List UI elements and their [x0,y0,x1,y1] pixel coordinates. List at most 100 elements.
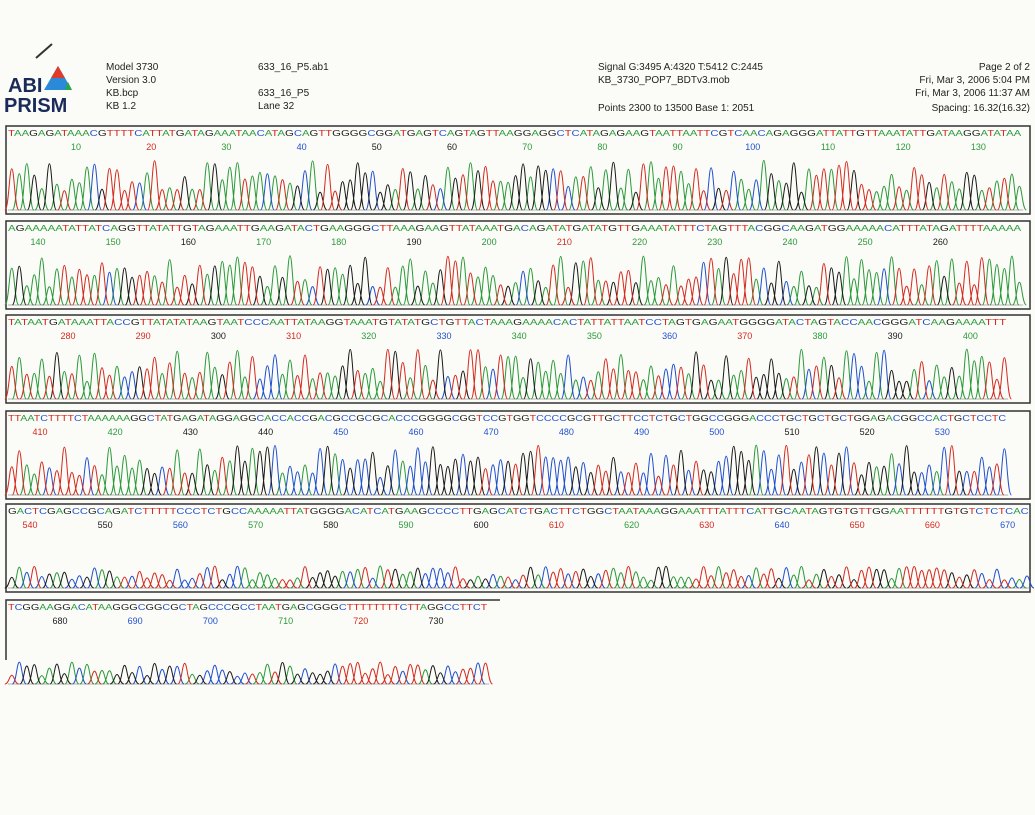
base-position: 350 [587,331,602,341]
base-position: 320 [361,331,376,341]
base-position: 260 [933,237,948,247]
panel: T TA A T C T T T T C TA A A A A A G G C TA T G A G A TA G G A G G C A C C A… [4,410,1031,500]
file-name: 633_16_P5.ab1 [258,62,329,73]
base-position: 220 [632,237,647,247]
panel-frame [5,503,1031,593]
base-position: 630 [699,520,714,530]
base-position: 500 [709,427,724,437]
logo-triangle-top [51,66,65,78]
logo-prism: PRISM [4,95,67,117]
base-position: 670 [1000,520,1015,530]
page-number: Page 2 of 2 [979,62,1031,73]
base-position: 480 [559,427,574,437]
base-position: 60 [447,142,457,152]
base-position: 590 [398,520,413,530]
base-position: 250 [858,237,873,247]
model: Model 3730 [106,62,159,73]
base-position: 720 [353,616,368,626]
base-position: 140 [30,237,45,247]
spacing: Spacing: 16.32(16.32) [932,103,1030,114]
base-position: 210 [557,237,572,247]
base-position: 360 [662,331,677,341]
base-position: 680 [52,616,67,626]
points: Points 2300 to 13500 Base 1: 2051 [598,103,755,114]
panel-frame [5,410,1031,500]
base-position: 540 [22,520,37,530]
signal: Signal G:3495 A:4320 T:5412 C:2445 [598,62,763,73]
trace [4,444,1005,496]
base-position: 580 [323,520,338,530]
base-position: 390 [888,331,903,341]
trace [26,161,982,211]
base-position: 550 [98,520,113,530]
panel-frame [5,125,1031,215]
trace [11,348,990,400]
trace [4,348,1012,400]
trace [41,444,1012,496]
base-position: 300 [211,331,226,341]
logo-stroke [35,43,53,59]
panel-frame [5,220,1031,310]
print-date: Fri, Mar 3, 2006 5:04 PM [919,75,1030,86]
base-position: 460 [408,427,423,437]
base-position: 620 [624,520,639,530]
base-position: 80 [597,142,607,152]
base-position: 520 [860,427,875,437]
base-position: 370 [737,331,752,341]
base-position: 40 [297,142,307,152]
logo-abi: ABI [8,75,42,97]
trace [19,444,944,496]
base-position: 410 [32,427,47,437]
panel-frame [5,599,500,660]
base-position: 280 [60,331,75,341]
base-position: 400 [963,331,978,341]
base-position: 610 [549,520,564,530]
kb-version: KB 1.2 [106,101,136,112]
base-position: 420 [108,427,123,437]
run-date: Fri, Mar 3, 2006 11:37 AM [915,88,1030,99]
base-position: 640 [774,520,789,530]
mobility-file: KB_3730_POP7_BDTv3.mob [598,75,730,86]
lane: Lane 32 [258,101,295,112]
base-position: 120 [896,142,911,152]
trace [12,565,1027,589]
base-position: 130 [971,142,986,152]
trace [4,255,1027,306]
base-position: 730 [428,616,443,626]
base-position: 450 [333,427,348,437]
panel-frame [5,314,1031,404]
base-position: 690 [128,616,143,626]
base-position: 160 [181,237,196,247]
base-position: 560 [173,520,188,530]
trace [139,445,967,496]
version: Version 3.0 [106,75,156,86]
trace [102,261,892,306]
base-position: 30 [221,142,231,152]
base-position: 600 [474,520,489,530]
trace [4,565,974,589]
trace [4,160,1012,211]
base-position: 510 [784,427,799,437]
base-position: 330 [436,331,451,341]
base-position: 20 [146,142,156,152]
base-position: 150 [106,237,121,247]
trace [19,565,1035,589]
base-position: 10 [71,142,81,152]
base-position: 660 [925,520,940,530]
trace [19,661,448,685]
base-position: 310 [286,331,301,341]
trace [11,159,1027,211]
trace [87,163,764,211]
base-position: 230 [707,237,722,247]
base-position: 380 [812,331,827,341]
trace [11,256,952,306]
base-position: 710 [278,616,293,626]
